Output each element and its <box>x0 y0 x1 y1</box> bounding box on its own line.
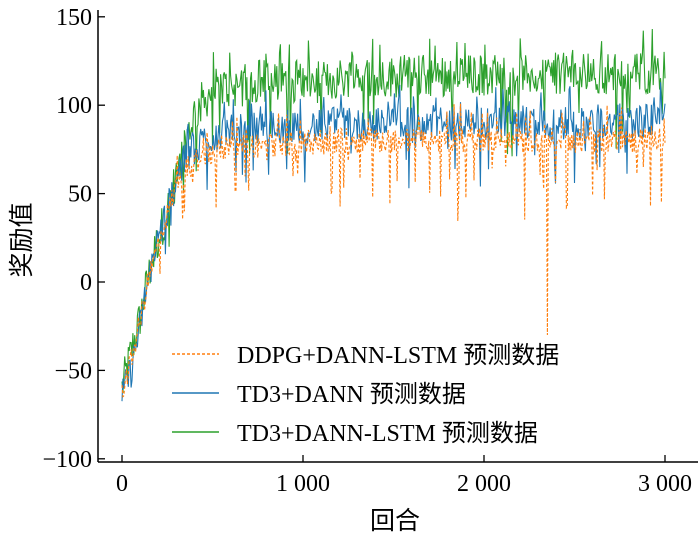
ticks: 0 1 000 2 000 3 000 −100 −50 0 50 100 150 <box>42 5 692 497</box>
x-tick-label: 2 000 <box>457 471 511 497</box>
y-tick-label: 50 <box>68 182 92 208</box>
series-layer <box>121 28 666 402</box>
x-axis-label: 回合 <box>370 507 420 535</box>
y-tick-label: −50 <box>54 358 92 384</box>
x-tick-label: 1 000 <box>276 471 330 497</box>
y-tick-label: 100 <box>56 93 92 119</box>
x-tick-label: 3 000 <box>638 471 692 497</box>
y-tick-label: 150 <box>56 5 92 31</box>
y-tick-label: 0 <box>80 270 92 296</box>
legend-label: TD3+DANN 预测数据 <box>237 381 466 408</box>
legend: DDPG+DANN-LSTM 预测数据 TD3+DANN 预测数据 TD3+DANN… <box>160 337 670 451</box>
legend-label: TD3+DANN-LSTM 预测数据 <box>237 420 538 447</box>
series-line-2 <box>121 103 666 398</box>
y-axis-label: 奖励值 <box>8 202 36 277</box>
y-tick-label: −100 <box>42 447 92 473</box>
x-tick-label: 0 <box>116 471 128 497</box>
legend-label: DDPG+DANN-LSTM 预测数据 <box>237 342 559 369</box>
